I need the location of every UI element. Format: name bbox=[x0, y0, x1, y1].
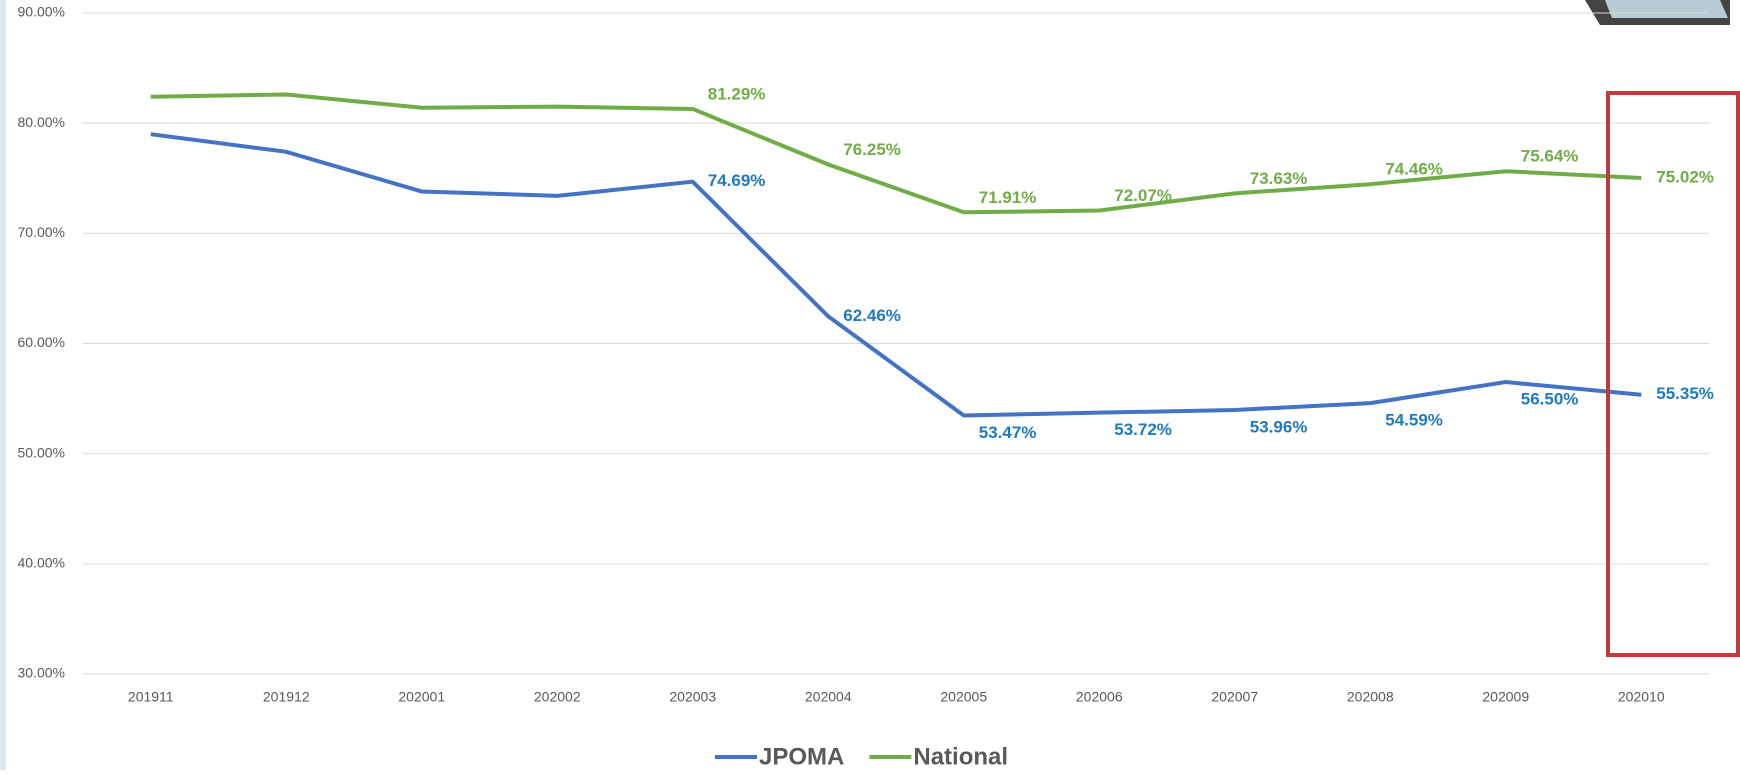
data-label: 53.96% bbox=[1250, 418, 1308, 437]
data-label: 71.91% bbox=[979, 188, 1037, 207]
data-label: 75.02% bbox=[1656, 168, 1714, 187]
y-tick-label: 40.00% bbox=[18, 555, 65, 571]
y-tick-label: 60.00% bbox=[18, 334, 65, 350]
x-tick-label: 202002 bbox=[534, 689, 581, 705]
x-tick-label: 202009 bbox=[1482, 689, 1529, 705]
x-tick-label: 202008 bbox=[1347, 689, 1394, 705]
x-tick-label: 202010 bbox=[1618, 689, 1665, 705]
y-tick-label: 50.00% bbox=[18, 444, 65, 460]
data-label: 56.50% bbox=[1521, 390, 1579, 409]
data-label: 81.29% bbox=[708, 84, 766, 103]
legend-label: National bbox=[913, 743, 1008, 770]
corner-shape bbox=[1605, 0, 1728, 18]
x-tick-label: 201911 bbox=[128, 689, 174, 705]
x-tick-label: 202006 bbox=[1076, 689, 1123, 705]
y-tick-label: 80.00% bbox=[18, 114, 65, 130]
data-label: 74.46% bbox=[1385, 160, 1443, 179]
data-label: 72.07% bbox=[1114, 186, 1172, 205]
y-tick-label: 70.00% bbox=[18, 224, 65, 240]
x-tick-label: 201912 bbox=[263, 689, 310, 705]
data-label: 53.72% bbox=[1114, 420, 1172, 439]
data-label: 55.35% bbox=[1656, 384, 1714, 403]
data-label: 76.25% bbox=[843, 140, 901, 159]
x-tick-label: 202001 bbox=[398, 689, 445, 705]
y-tick-label: 90.00% bbox=[18, 4, 65, 20]
x-tick-label: 202007 bbox=[1211, 689, 1258, 705]
data-label: 53.47% bbox=[979, 423, 1037, 442]
highlight-box bbox=[1606, 91, 1740, 657]
x-tick-label: 202004 bbox=[805, 689, 852, 705]
data-label: 74.69% bbox=[708, 171, 766, 190]
x-tick-label: 202005 bbox=[940, 689, 987, 705]
y-tick-label: 30.00% bbox=[18, 665, 65, 681]
data-label: 54.59% bbox=[1385, 411, 1443, 430]
legend-label: JPOMA bbox=[759, 743, 844, 770]
data-label: 75.64% bbox=[1521, 147, 1579, 166]
series-line bbox=[150, 92, 1642, 215]
x-tick-label: 202003 bbox=[669, 689, 716, 705]
left-edge bbox=[0, 0, 6, 770]
series-line bbox=[150, 132, 1642, 418]
data-label: 62.46% bbox=[843, 306, 901, 325]
data-label: 73.63% bbox=[1250, 169, 1308, 188]
